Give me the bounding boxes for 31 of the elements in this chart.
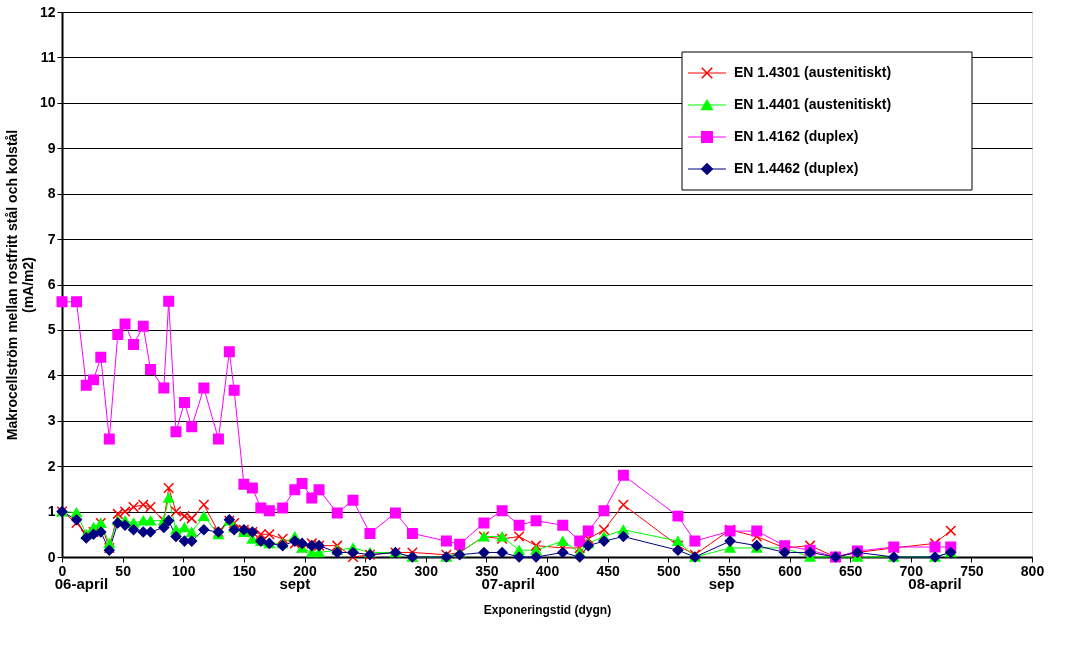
x-tick-label: 100 — [172, 562, 196, 579]
legend-label: EN 1.4462 (duplex) — [734, 160, 859, 176]
x-tick-label: 600 — [778, 562, 802, 579]
x-tick-label: 300 — [414, 562, 439, 579]
y-tick-label: 3 — [47, 412, 56, 429]
x-tick-label: 450 — [596, 562, 621, 579]
legend-label: EN 1.4162 (duplex) — [734, 128, 859, 144]
x-tick-label: 400 — [535, 562, 560, 579]
legend-label: EN 1.4401 (austenitiskt) — [734, 96, 892, 112]
y-tick-label: 6 — [47, 276, 56, 292]
y-tick-label: 8 — [47, 185, 56, 202]
x-tick-label: 150 — [232, 562, 257, 579]
x-tick-label: 800 — [1020, 562, 1045, 579]
y-tick-label: 11 — [40, 48, 56, 65]
x-tick-label: 50 — [115, 562, 132, 579]
y-tick-label: 9 — [47, 139, 56, 156]
y-tick-label: 5 — [47, 321, 56, 338]
y-tick-label: 0 — [47, 548, 56, 565]
y-tick-label: 10 — [39, 94, 56, 111]
y-axis-title: Makrocellström mellan rostfritt stål och kolstål (mA/m2) — [3, 129, 36, 441]
legend-label: EN 1.4301 (austenitiskt) — [734, 64, 892, 80]
x-tick-label: 500 — [657, 562, 681, 579]
y-tick-label: 7 — [47, 230, 56, 247]
x-tick-label: 650 — [838, 562, 863, 579]
y-tick-label: 2 — [47, 457, 56, 474]
y-tick-label: 1 — [47, 503, 56, 520]
x-axis-title: Exponeringstid (dygn) — [483, 602, 612, 617]
y-tick-label: 12 — [39, 3, 56, 20]
y-tick-label: 4 — [47, 366, 56, 383]
x-tick-label: 250 — [353, 562, 378, 579]
x-tick-label: 750 — [960, 562, 984, 579]
